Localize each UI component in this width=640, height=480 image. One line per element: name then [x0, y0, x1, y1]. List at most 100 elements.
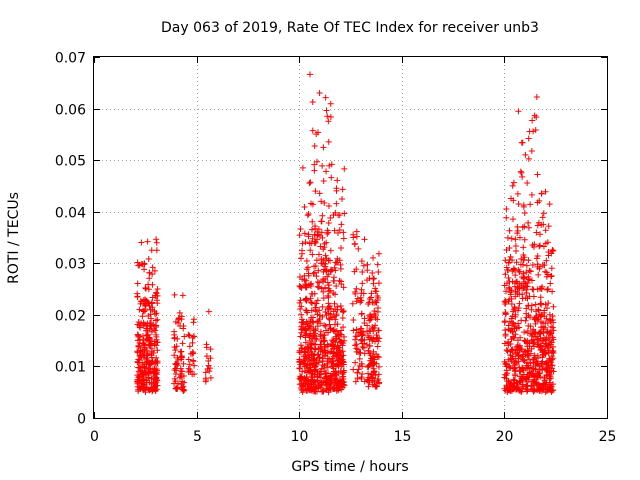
data-point [374, 294, 381, 301]
data-point [363, 341, 370, 348]
data-point [318, 229, 325, 236]
data-point [546, 379, 553, 386]
data-point [359, 269, 366, 276]
data-point [308, 381, 315, 388]
data-point [505, 378, 512, 385]
data-point [536, 331, 543, 338]
data-point [180, 325, 187, 332]
data-point [510, 216, 517, 223]
data-point [549, 288, 556, 295]
data-point [312, 238, 319, 245]
data-point [321, 322, 328, 329]
data-point [303, 373, 310, 380]
data-point [521, 329, 528, 336]
data-point [153, 290, 160, 297]
data-point [516, 378, 523, 385]
data-point [312, 360, 319, 367]
data-point [179, 378, 186, 385]
data-point [515, 108, 522, 115]
data-point [525, 302, 532, 309]
data-point [516, 324, 523, 331]
data-point [508, 315, 515, 322]
data-point [503, 361, 510, 368]
data-point [521, 210, 528, 217]
x-tick-label: 0 [90, 429, 99, 445]
data-point [321, 362, 328, 369]
data-point [325, 294, 332, 301]
data-point [519, 173, 526, 180]
data-point [547, 373, 554, 380]
data-point [511, 280, 518, 287]
data-point [146, 275, 153, 282]
data-point [358, 360, 365, 367]
data-point [309, 98, 316, 105]
data-point [530, 340, 537, 347]
data-point [172, 385, 179, 392]
data-point [504, 370, 511, 377]
y-tick-label: 0.03 [55, 257, 86, 273]
data-point [179, 292, 186, 299]
data-point [325, 118, 332, 125]
data-point [324, 364, 331, 371]
data-point [367, 316, 374, 323]
data-point [207, 374, 214, 381]
data-point [202, 375, 209, 382]
data-point [323, 327, 330, 334]
data-point [365, 347, 372, 354]
grid-lines [94, 57, 607, 418]
data-point [340, 381, 347, 388]
data-point [145, 299, 152, 306]
data-point [147, 341, 154, 348]
data-point [515, 305, 522, 312]
data-point [508, 326, 515, 333]
data-point [327, 100, 334, 107]
data-point [319, 212, 326, 219]
data-point [310, 326, 317, 333]
data-point [189, 349, 196, 356]
data-point [336, 336, 343, 343]
data-point [307, 330, 314, 337]
data-point [538, 388, 545, 395]
data-point [548, 250, 555, 257]
data-point [333, 283, 340, 290]
data-point [178, 316, 185, 323]
data-point [516, 285, 523, 292]
data-point [315, 251, 322, 258]
data-point [312, 188, 319, 195]
data-point [537, 242, 544, 249]
data-point [352, 342, 359, 349]
data-point [364, 261, 371, 268]
data-point [510, 376, 517, 383]
y-tick-label: 0 [77, 412, 86, 428]
data-point [203, 353, 210, 360]
data-point [315, 284, 322, 291]
data-point [504, 234, 511, 241]
data-point [525, 273, 532, 280]
data-point [549, 387, 556, 394]
data-point [549, 334, 556, 341]
data-point [503, 375, 510, 382]
data-point [349, 300, 356, 307]
data-point [313, 131, 320, 138]
data-point [136, 306, 143, 313]
data-point [190, 319, 197, 326]
data-point [315, 382, 322, 389]
data-point [520, 251, 527, 258]
data-point [536, 381, 543, 388]
data-point [307, 281, 314, 288]
data-point [538, 300, 545, 307]
y-tick-label: 0.05 [55, 154, 86, 170]
data-point [544, 239, 551, 246]
data-point [302, 355, 309, 362]
data-point [311, 376, 318, 383]
data-point [517, 354, 524, 361]
data-point [520, 367, 527, 374]
data-point [505, 356, 512, 363]
data-point [185, 331, 192, 338]
data-point [317, 243, 324, 250]
data-point [518, 388, 525, 395]
data-point [185, 356, 192, 363]
data-point [374, 343, 381, 350]
data-point [336, 227, 343, 234]
data-point [139, 363, 146, 370]
